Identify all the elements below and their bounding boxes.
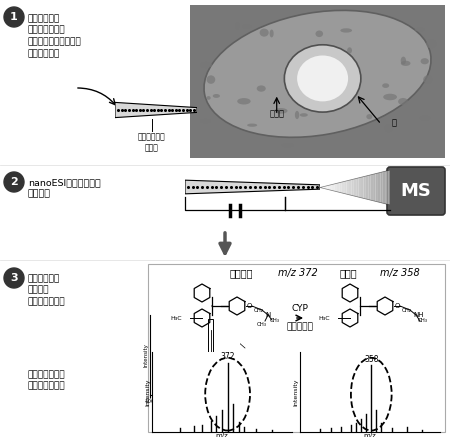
Text: 一肝細胞より
得られた
マススペクトル: 一肝細胞より 得られた マススペクトル: [28, 274, 66, 307]
Text: m/z 358: m/z 358: [380, 268, 420, 278]
Circle shape: [4, 172, 24, 192]
Text: 2: 2: [10, 177, 18, 187]
Text: 薬物を投与した肝臓細胞: 薬物を投与した肝臓細胞: [285, 3, 350, 13]
Text: m/z 372: m/z 372: [278, 268, 318, 278]
Text: 代謝物: 代謝物: [340, 268, 358, 278]
Text: 細胞の部位を
顕微鏡観察下で
選択してナノスプレー
チップに捕捉: 細胞の部位を 顕微鏡観察下で 選択してナノスプレー チップに捕捉: [28, 14, 82, 59]
Bar: [148, 264, 445, 432]
FancyBboxPatch shape: [387, 167, 445, 215]
Text: 3: 3: [10, 273, 18, 283]
Text: 未変化体: 未変化体: [230, 268, 253, 278]
Text: ナノスプレー
チップ: ナノスプレー チップ: [138, 132, 166, 152]
Text: 1: 1: [10, 12, 18, 22]
Text: CYP: CYP: [292, 304, 308, 313]
Text: 代謝物の同定・
代謝反応の追跡: 代謝物の同定・ 代謝反応の追跡: [28, 370, 66, 391]
Text: 脱メチル化: 脱メチル化: [287, 322, 314, 331]
Circle shape: [4, 7, 24, 27]
Text: MS: MS: [400, 182, 432, 200]
Text: nanoESIでイオン化後
質量分析: nanoESIでイオン化後 質量分析: [28, 178, 101, 199]
Circle shape: [4, 268, 24, 288]
